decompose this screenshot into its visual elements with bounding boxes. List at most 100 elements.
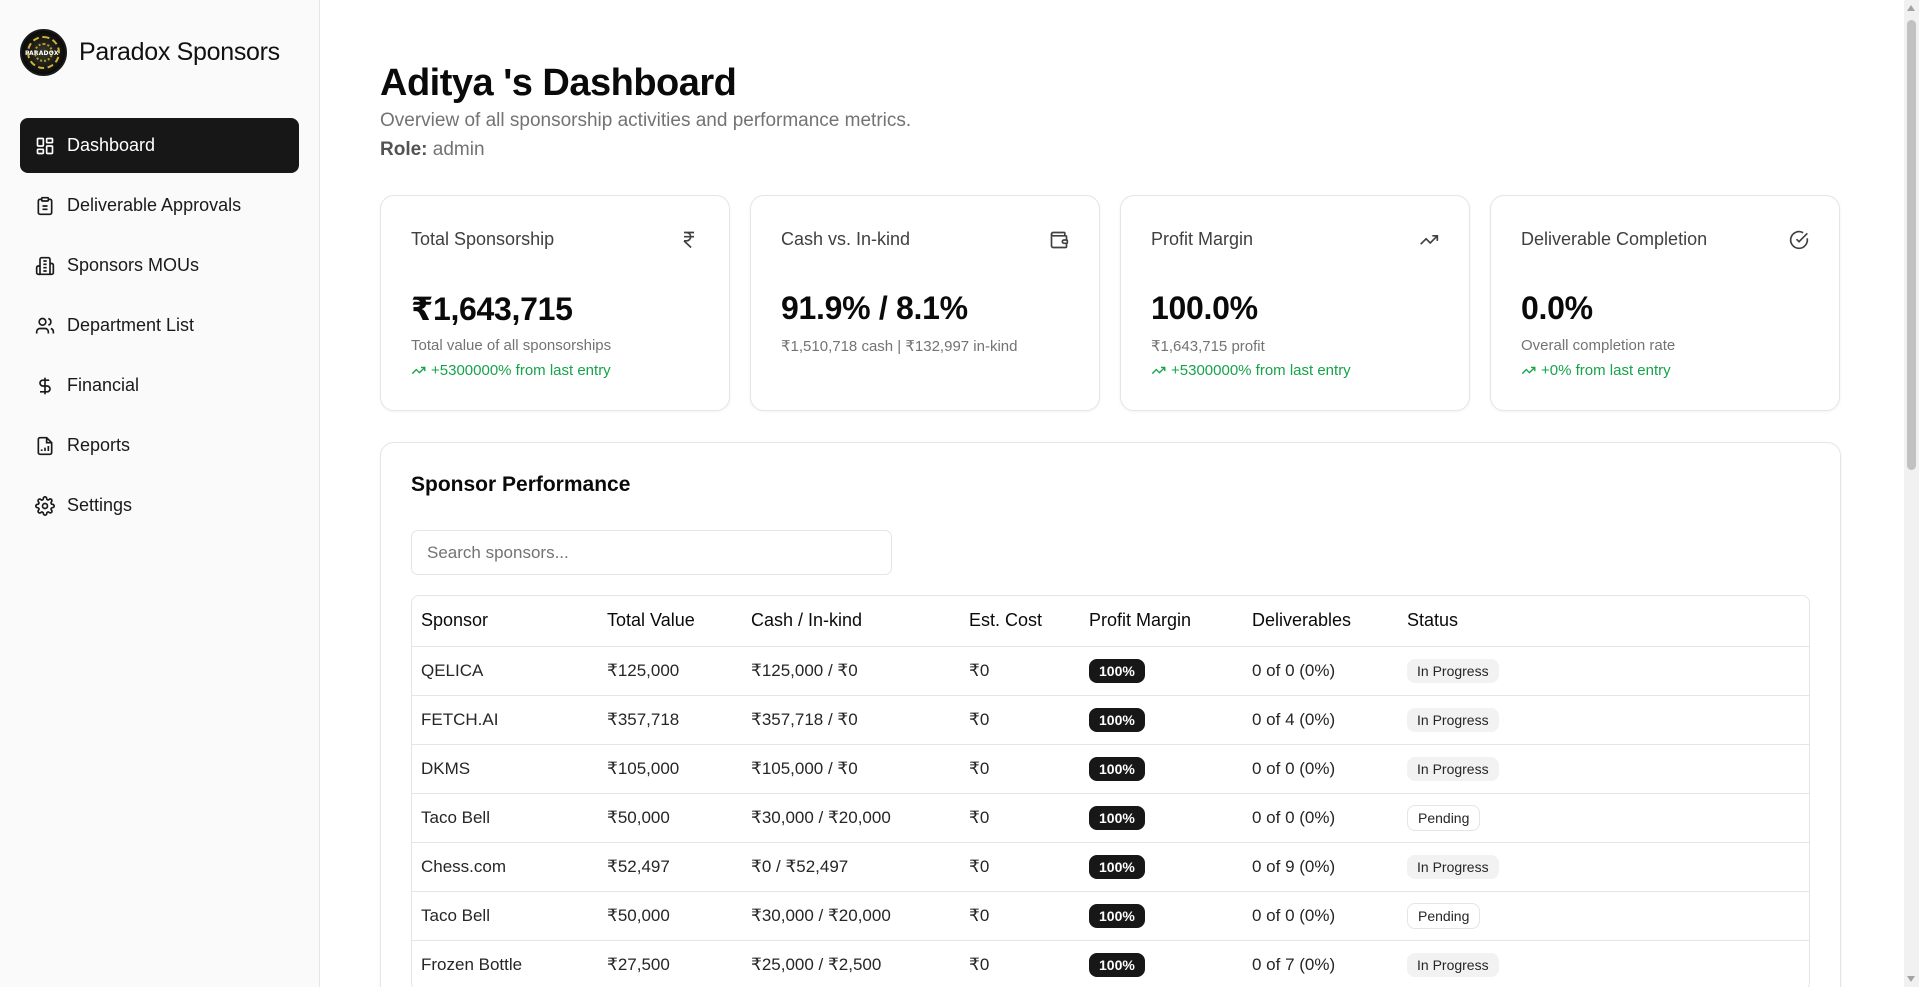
cell-profit-margin: 100% — [1080, 842, 1243, 892]
page-subtitle: Overview of all sponsorship activities a… — [380, 110, 912, 131]
margin-badge: 100% — [1089, 756, 1145, 781]
cell-cash-inkind: ₹105,000 / ₹0 — [742, 744, 960, 794]
sidebar-item-dashboard[interactable]: Dashboard — [20, 118, 299, 173]
cell-sponsor: Taco Bell — [412, 793, 598, 843]
cell-status: In Progress — [1398, 940, 1809, 987]
table-row[interactable]: FETCH.AI ₹357,718 ₹357,718 / ₹0 ₹0 100% … — [412, 695, 1809, 745]
status-badge: In Progress — [1407, 952, 1499, 977]
table-row[interactable]: Taco Bell ₹50,000 ₹30,000 / ₹20,000 ₹0 1… — [412, 891, 1809, 941]
cell-total-value: ₹52,497 — [598, 842, 742, 892]
card-trend-text: +5300000% from last entry — [1171, 362, 1351, 379]
table-header-row: Sponsor Total Value Cash / In-kind Est. … — [412, 596, 1809, 647]
column-header[interactable]: Est. Cost — [960, 596, 1080, 647]
cell-sponsor: QELICA — [412, 646, 598, 696]
margin-badge: 100% — [1089, 903, 1145, 928]
cell-est-cost: ₹0 — [960, 842, 1080, 892]
users-icon — [35, 317, 55, 333]
scroll-up-arrow[interactable] — [1907, 5, 1915, 11]
brand-logo: PARADOX — [20, 29, 67, 76]
status-badge: In Progress — [1407, 756, 1499, 781]
column-header[interactable]: Deliverables — [1243, 596, 1398, 647]
card-trend: +5300000% from last entry — [1151, 362, 1351, 379]
wallet-icon — [1050, 231, 1069, 249]
card-deliverable-completion: Deliverable Completion 0.0% Overall comp… — [1490, 195, 1840, 411]
cell-status: In Progress — [1398, 695, 1809, 745]
table-row[interactable]: Chess.com ₹52,497 ₹0 / ₹52,497 ₹0 100% 0… — [412, 842, 1809, 892]
sidebar-item-financial[interactable]: Financial — [20, 358, 299, 413]
column-header[interactable]: Cash / In-kind — [742, 596, 960, 647]
card-title: Cash vs. In-kind — [781, 229, 911, 249]
rupee-icon — [683, 231, 694, 249]
cell-cash-inkind: ₹0 / ₹52,497 — [742, 842, 960, 892]
cell-deliverables: 0 of 0 (0%) — [1243, 891, 1398, 941]
sidebar-item-settings[interactable]: Settings — [20, 478, 299, 533]
sidebar-item-reports[interactable]: Reports — [20, 418, 299, 473]
cell-est-cost: ₹0 — [960, 744, 1080, 794]
cell-cash-inkind: ₹30,000 / ₹20,000 — [742, 891, 960, 941]
table-row[interactable]: Frozen Bottle ₹27,500 ₹25,000 / ₹2,500 ₹… — [412, 940, 1809, 987]
sidebar-item-department-list[interactable]: Department List — [20, 298, 299, 353]
cell-cash-inkind: ₹30,000 / ₹20,000 — [742, 793, 960, 843]
table-row[interactable]: QELICA ₹125,000 ₹125,000 / ₹0 ₹0 100% 0 … — [412, 646, 1809, 696]
scroll-thumb[interactable] — [1907, 20, 1916, 470]
cell-status: In Progress — [1398, 842, 1809, 892]
card-title: Deliverable Completion — [1521, 229, 1708, 249]
panel-title: Sponsor Performance — [411, 473, 631, 496]
cell-total-value: ₹50,000 — [598, 793, 742, 843]
column-header[interactable]: Total Value — [598, 596, 742, 647]
margin-badge: 100% — [1089, 805, 1145, 830]
sidebar-item-label: Dashboard — [67, 135, 156, 155]
card-trend: +5300000% from last entry — [411, 362, 611, 379]
status-badge: In Progress — [1407, 854, 1499, 879]
status-badge: Pending — [1407, 804, 1481, 831]
table-row[interactable]: Taco Bell ₹50,000 ₹30,000 / ₹20,000 ₹0 1… — [412, 793, 1809, 843]
sidebar-item-deliverable-approvals[interactable]: Deliverable Approvals — [20, 178, 299, 233]
card-title: Total Sponsorship — [411, 229, 555, 249]
status-badge: Pending — [1407, 902, 1481, 929]
dollar-icon — [39, 377, 51, 394]
card-description: Total value of all sponsorships — [411, 337, 612, 354]
column-header[interactable]: Profit Margin — [1080, 596, 1243, 647]
trending-up-icon — [1420, 235, 1439, 245]
cell-est-cost: ₹0 — [960, 695, 1080, 745]
sidebar-item-label: Sponsors MOUs — [67, 255, 200, 275]
card-trend-text: +0% from last entry — [1541, 362, 1671, 379]
cell-deliverables: 0 of 0 (0%) — [1243, 744, 1398, 794]
trending-up-icon — [1151, 366, 1166, 375]
card-value: 91.9% / 8.1% — [781, 290, 968, 326]
brand-logo-text: PARADOX — [25, 50, 59, 57]
cell-profit-margin: 100% — [1080, 646, 1243, 696]
column-header[interactable]: Sponsor — [412, 596, 598, 647]
card-total-sponsorship: Total Sponsorship ₹1,643,715 Total value… — [380, 195, 730, 411]
metric-cards: Total Sponsorship ₹1,643,715 Total value… — [380, 195, 1841, 411]
check-circle-icon — [1789, 230, 1809, 250]
sidebar-item-label: Department List — [67, 315, 195, 335]
page-scrollbar[interactable] — [1904, 0, 1919, 987]
cell-deliverables: 0 of 0 (0%) — [1243, 646, 1398, 696]
margin-badge: 100% — [1089, 854, 1145, 879]
role-value: admin — [432, 139, 485, 160]
cell-profit-margin: 100% — [1080, 695, 1243, 745]
cell-sponsor: Frozen Bottle — [412, 940, 598, 987]
table-row[interactable]: DKMS ₹105,000 ₹105,000 / ₹0 ₹0 100% 0 of… — [412, 744, 1809, 794]
cell-status: Pending — [1398, 891, 1809, 941]
dashboard-grid-icon — [36, 137, 54, 154]
sponsor-table: Sponsor Total Value Cash / In-kind Est. … — [411, 595, 1810, 987]
brand[interactable]: PARADOX Paradox Sponsors — [20, 29, 280, 76]
card-trend: +0% from last entry — [1521, 362, 1671, 379]
card-cash-vs-inkind: Cash vs. In-kind 91.9% / 8.1% ₹1,510,718… — [750, 195, 1100, 411]
cell-status: In Progress — [1398, 744, 1809, 794]
cell-deliverables: 0 of 4 (0%) — [1243, 695, 1398, 745]
card-value: ₹1,643,715 — [411, 291, 573, 327]
sidebar-item-sponsors-mous[interactable]: Sponsors MOUs — [20, 238, 299, 293]
cell-sponsor: DKMS — [412, 744, 598, 794]
search-input[interactable] — [411, 530, 892, 575]
cell-est-cost: ₹0 — [960, 793, 1080, 843]
cell-profit-margin: 100% — [1080, 940, 1243, 987]
cell-est-cost: ₹0 — [960, 940, 1080, 987]
column-header[interactable]: Status — [1398, 596, 1809, 647]
brand-name: Paradox Sponsors — [79, 38, 280, 66]
cell-profit-margin: 100% — [1080, 793, 1243, 843]
scroll-down-arrow[interactable] — [1907, 976, 1915, 982]
building-icon — [35, 256, 55, 275]
